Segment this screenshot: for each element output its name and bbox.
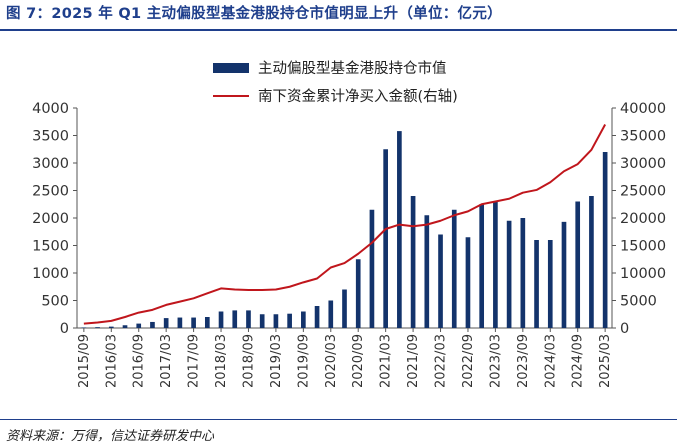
bottom-divider — [0, 419, 677, 420]
x-axis-ticks: 2015/09 2016/03 2016/09 2017/03 2017/09 2018/… — [77, 328, 613, 388]
x-tick-label: 2019/03 — [269, 334, 284, 388]
bar-2017/09 — [191, 317, 196, 328]
bar-2020/06 — [342, 289, 347, 328]
right-tick-label: 40000 — [620, 101, 666, 117]
bar-2016/06 — [122, 325, 128, 328]
bar-2018/03 — [218, 311, 224, 328]
legend-label-bar: 主动偏股型基金港股持仓市值 — [258, 60, 447, 77]
bar-2016/09 — [136, 323, 142, 328]
left-tick-label: 4000 — [32, 101, 69, 117]
bar-2017/12 — [204, 317, 210, 328]
bar-2024/09 — [575, 201, 581, 328]
x-tick-label: 2017/03 — [159, 334, 174, 388]
figure-title: 图 7：2025 年 Q1 主动偏股型基金港股持仓市值明显上升（单位：亿元） — [6, 6, 502, 22]
bar-2023/09 — [520, 218, 526, 328]
bar-2022/12 — [479, 204, 485, 328]
right-tick-label: 20000 — [620, 211, 666, 227]
bar-2024/06 — [561, 221, 567, 328]
chart: 主动偏股型基金港股持仓市值 南下资金累计净买入金额(右轴) 0 500 1000 15… — [32, 60, 666, 388]
source-note: 资料来源：万得，信达证券研发中心 — [6, 429, 215, 444]
x-tick-label: 2025/03 — [598, 334, 613, 388]
bar-2023/12 — [534, 240, 539, 328]
bar-series — [81, 131, 608, 328]
left-tick-label: 3500 — [32, 129, 69, 145]
right-tick-label: 35000 — [620, 129, 666, 145]
left-tick-label: 1500 — [32, 239, 69, 255]
left-tick-label: 2000 — [32, 211, 69, 227]
bar-2015/09 — [81, 327, 87, 328]
line-cumulative-southbound — [83, 124, 607, 325]
bar-2019/09 — [301, 311, 306, 328]
x-tick-label: 2020/03 — [324, 334, 339, 388]
bar-2020/12 — [369, 209, 375, 328]
x-tick-label: 2019/09 — [296, 334, 311, 388]
bar-2021/12 — [424, 215, 430, 328]
bar-2022/09 — [465, 237, 471, 328]
bar-2021/06 — [397, 131, 402, 328]
x-tick-label: 2021/03 — [379, 334, 394, 388]
axes: 0500100015002000250030003500400005000100… — [32, 101, 666, 337]
legend: 主动偏股型基金港股持仓市值 南下资金累计净买入金额(右轴) — [213, 60, 458, 105]
x-tick-label: 2015/09 — [77, 334, 92, 388]
right-tick-label: 30000 — [620, 156, 666, 172]
left-tick-label: 2500 — [32, 184, 69, 200]
bar-2018/06 — [232, 310, 238, 328]
x-tick-label: 2016/03 — [104, 334, 119, 388]
left-tick-label: 0 — [60, 321, 69, 337]
left-tick-label: 500 — [41, 294, 69, 310]
x-tick-label: 2023/03 — [488, 334, 503, 388]
bar-2018/12 — [259, 314, 265, 328]
bar-2019/06 — [287, 313, 292, 328]
bar-2019/03 — [273, 314, 279, 328]
bar-2018/09 — [246, 310, 251, 328]
bar-2023/03 — [493, 201, 498, 328]
bar-2017/06 — [177, 317, 183, 328]
bar-2020/09 — [355, 259, 361, 328]
x-tick-label: 2020/09 — [351, 334, 366, 388]
right-tick-label: 10000 — [620, 266, 666, 282]
x-tick-label: 2024/09 — [571, 334, 586, 388]
left-tick-label: 1000 — [32, 266, 69, 282]
x-tick-label: 2018/03 — [214, 334, 229, 388]
bar-2025/03 — [602, 152, 608, 328]
bar-2019/12 — [314, 306, 320, 328]
bar-2024/03 — [547, 240, 553, 328]
x-tick-label: 2017/09 — [187, 334, 202, 388]
x-tick-label: 2022/09 — [461, 334, 476, 388]
bar-2022/06 — [451, 209, 457, 328]
bar-2017/03 — [163, 318, 169, 328]
line-series — [83, 124, 607, 325]
left-tick-label: 3000 — [32, 156, 69, 172]
bar-2024/12 — [589, 196, 594, 328]
legend-label-line: 南下资金累计净买入金额(右轴) — [258, 88, 458, 105]
right-tick-label: 5000 — [620, 294, 657, 310]
bar-2022/03 — [438, 234, 443, 328]
bar-2021/09 — [410, 196, 416, 328]
x-tick-label: 2021/09 — [406, 334, 421, 388]
x-tick-label: 2018/09 — [241, 334, 256, 388]
x-tick-label: 2016/09 — [132, 334, 147, 388]
bar-2023/06 — [506, 220, 512, 328]
bar-2021/03 — [383, 149, 388, 328]
bar-2020/03 — [328, 300, 334, 328]
right-tick-label: 25000 — [620, 184, 666, 200]
right-tick-label: 0 — [620, 321, 629, 337]
bar-2015/12 — [95, 327, 100, 328]
x-tick-label: 2022/03 — [434, 334, 449, 388]
x-tick-label: 2024/03 — [543, 334, 558, 388]
x-tick-label: 2023/09 — [516, 334, 531, 388]
title-divider — [0, 29, 677, 31]
legend-bar-swatch — [213, 63, 249, 73]
bar-2016/03 — [108, 326, 114, 328]
bar-2016/12 — [150, 321, 155, 328]
right-tick-label: 15000 — [620, 239, 666, 255]
